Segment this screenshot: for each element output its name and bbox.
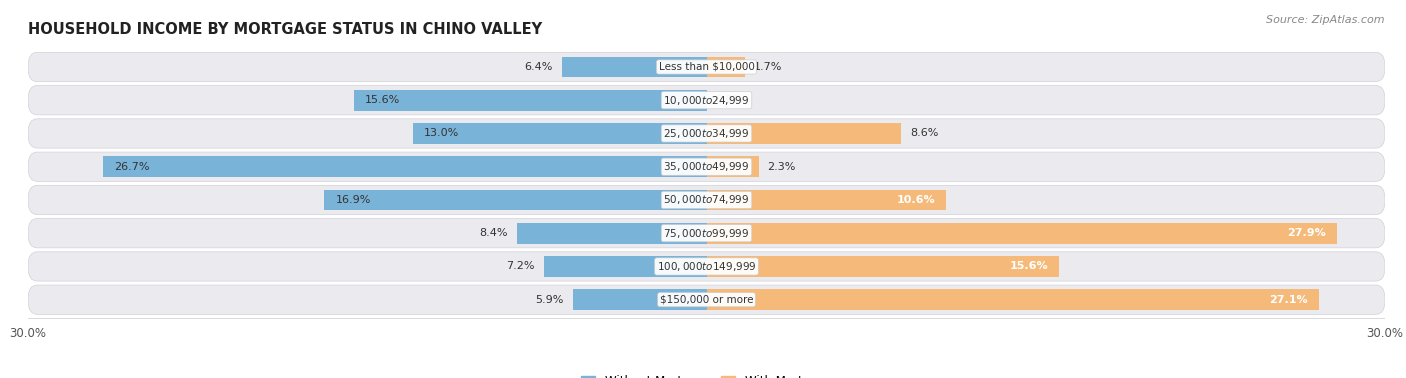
Text: 0.0%: 0.0% — [716, 95, 744, 105]
Bar — [707, 290, 1319, 310]
Legend: Without Mortgage, With Mortgage: Without Mortgage, With Mortgage — [576, 370, 837, 378]
Text: $35,000 to $49,999: $35,000 to $49,999 — [664, 160, 749, 173]
Text: Source: ZipAtlas.com: Source: ZipAtlas.com — [1267, 15, 1385, 25]
Text: 16.9%: 16.9% — [336, 195, 371, 205]
Bar — [707, 223, 1337, 243]
Text: $25,000 to $34,999: $25,000 to $34,999 — [664, 127, 749, 140]
Bar — [707, 123, 901, 144]
Text: 8.4%: 8.4% — [479, 228, 508, 238]
Text: HOUSEHOLD INCOME BY MORTGAGE STATUS IN CHINO VALLEY: HOUSEHOLD INCOME BY MORTGAGE STATUS IN C… — [28, 22, 543, 37]
Bar — [325, 190, 707, 210]
Bar — [707, 190, 946, 210]
Text: 8.6%: 8.6% — [910, 129, 938, 138]
Text: 15.6%: 15.6% — [1010, 262, 1047, 271]
Text: 15.6%: 15.6% — [366, 95, 401, 105]
Text: $10,000 to $24,999: $10,000 to $24,999 — [664, 94, 749, 107]
FancyBboxPatch shape — [28, 218, 1385, 248]
Text: 26.7%: 26.7% — [114, 162, 149, 172]
Text: Less than $10,000: Less than $10,000 — [658, 62, 755, 72]
Text: $50,000 to $74,999: $50,000 to $74,999 — [664, 194, 749, 206]
FancyBboxPatch shape — [28, 52, 1385, 82]
Text: $100,000 to $149,999: $100,000 to $149,999 — [657, 260, 756, 273]
FancyBboxPatch shape — [28, 285, 1385, 314]
Text: 27.1%: 27.1% — [1270, 295, 1308, 305]
Text: 13.0%: 13.0% — [423, 129, 460, 138]
Text: 1.7%: 1.7% — [754, 62, 782, 72]
Text: 27.9%: 27.9% — [1288, 228, 1326, 238]
Bar — [516, 223, 707, 243]
FancyBboxPatch shape — [28, 252, 1385, 281]
Text: $150,000 or more: $150,000 or more — [659, 295, 754, 305]
FancyBboxPatch shape — [28, 119, 1385, 148]
Text: 6.4%: 6.4% — [524, 62, 553, 72]
Bar — [354, 90, 707, 110]
FancyBboxPatch shape — [28, 185, 1385, 215]
Bar — [544, 256, 707, 277]
Text: 5.9%: 5.9% — [536, 295, 564, 305]
Bar — [707, 156, 758, 177]
Bar — [574, 290, 707, 310]
Text: 10.6%: 10.6% — [896, 195, 935, 205]
FancyBboxPatch shape — [28, 85, 1385, 115]
Bar — [103, 156, 707, 177]
Text: 2.3%: 2.3% — [768, 162, 796, 172]
Text: 7.2%: 7.2% — [506, 262, 534, 271]
Bar — [412, 123, 707, 144]
Bar — [562, 57, 707, 77]
Bar — [707, 256, 1059, 277]
Text: $75,000 to $99,999: $75,000 to $99,999 — [664, 227, 749, 240]
Bar — [707, 57, 745, 77]
FancyBboxPatch shape — [28, 152, 1385, 181]
